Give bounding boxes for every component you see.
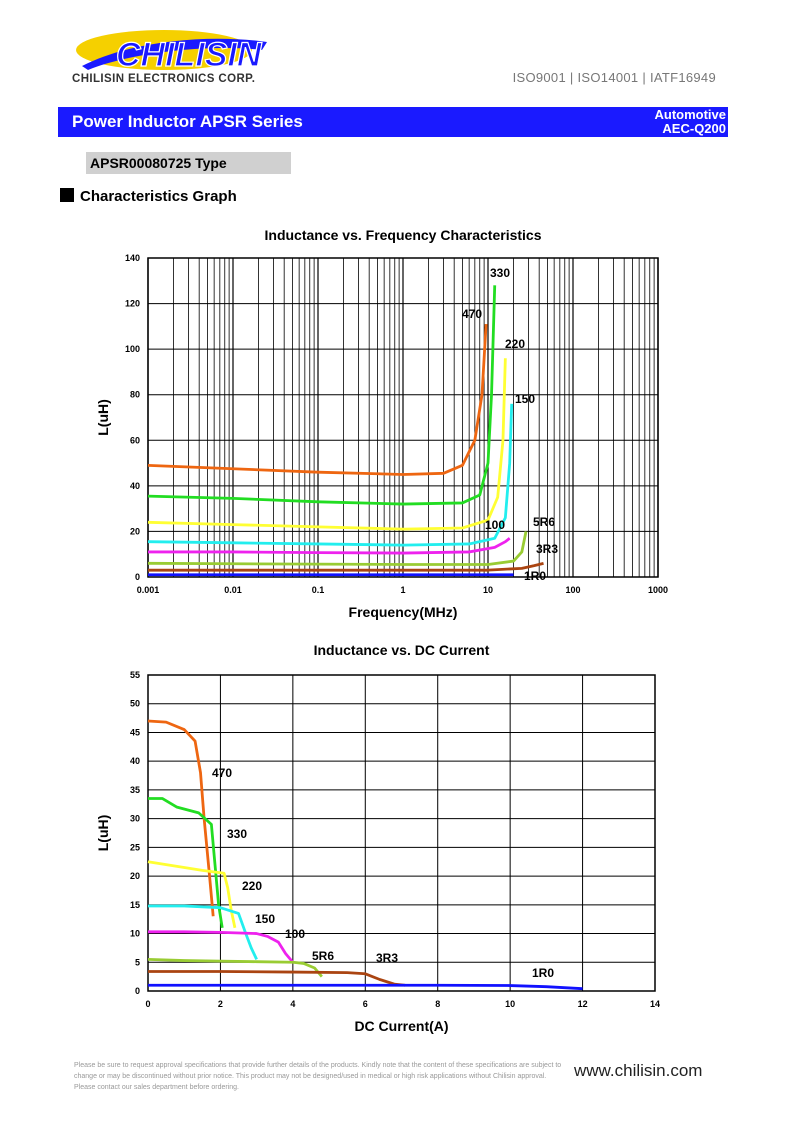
x-tick-label: 10 <box>483 585 493 595</box>
square-bullet-icon <box>60 188 74 202</box>
series-line-220 <box>147 860 237 929</box>
series-line-3r3 <box>148 970 406 987</box>
series-line-100 <box>148 537 511 555</box>
x-tick-label: 0.001 <box>137 585 160 595</box>
y-tick-label: 0 <box>135 986 140 996</box>
x-tick-label: 8 <box>435 999 440 1009</box>
x-tick-label: 1 <box>400 585 405 595</box>
title-bar: Power Inductor APSR Series Automotive AE… <box>58 107 728 137</box>
website-link[interactable]: www.chilisin.com <box>574 1061 703 1080</box>
x-tick-label: 2 <box>218 999 223 1009</box>
y-tick-label: 10 <box>130 929 140 939</box>
y-tick-label: 5 <box>135 957 140 967</box>
automotive-badge: Automotive <box>654 107 727 122</box>
grid <box>147 674 656 992</box>
logo-wordmark: CHILISIN <box>116 36 263 74</box>
y-tick-label: 140 <box>125 253 140 263</box>
y-tick-label: 40 <box>130 756 140 766</box>
x-axis-label: DC Current(A) <box>354 1018 448 1034</box>
y-tick-label: 20 <box>130 526 140 536</box>
series-line-100 <box>148 930 294 964</box>
aec-q200-badge: AEC-Q200 <box>662 121 726 136</box>
series-label-5r6: 5R6 <box>312 949 334 963</box>
y-tick-label: 0 <box>135 572 140 582</box>
series-label-150: 150 <box>255 912 275 926</box>
series-label-220: 220 <box>505 337 525 351</box>
series-line-150 <box>148 904 258 960</box>
plot-frame <box>147 674 656 992</box>
y-tick-label: 25 <box>130 842 140 852</box>
chart-title: Inductance vs. Frequency Characteristics <box>265 227 542 243</box>
series-label-470: 470 <box>212 766 232 780</box>
section-heading: Characteristics Graph <box>60 188 237 205</box>
series-label-3r3: 3R3 <box>536 542 558 556</box>
series-label-5r6: 5R6 <box>533 515 555 529</box>
series-label-150: 150 <box>515 392 535 406</box>
y-axis-label: L(uH) <box>95 815 111 852</box>
y-tick-label: 35 <box>130 785 140 795</box>
logo-swoosh-blue <box>82 38 267 70</box>
series-label-100: 100 <box>485 518 505 532</box>
y-tick-label: 20 <box>130 871 140 881</box>
x-axis-label: Frequency(MHz) <box>349 604 458 620</box>
series-line-5r6 <box>147 958 323 978</box>
y-tick-label: 40 <box>130 481 140 491</box>
type-label: APSR00080725 Type <box>86 152 291 174</box>
series-line-3r3 <box>148 561 544 572</box>
x-tick-label: 12 <box>578 999 588 1009</box>
company-name: CHILISIN ELECTRONICS CORP. <box>72 73 256 85</box>
section-heading-text: Characteristics Graph <box>80 188 237 205</box>
y-tick-label: 55 <box>130 670 140 680</box>
x-tick-label: 6 <box>363 999 368 1009</box>
x-tick-label: 0 <box>145 999 150 1009</box>
series-line-1r0 <box>148 983 583 991</box>
y-tick-label: 30 <box>130 814 140 824</box>
chilisin-logo: CHILISIN <box>76 30 267 75</box>
x-tick-label: 100 <box>565 585 580 595</box>
series-line-5r6 <box>147 531 528 566</box>
series-label-330: 330 <box>227 827 247 841</box>
series-label-470: 470 <box>462 307 482 321</box>
x-tick-label: 0.1 <box>312 585 325 595</box>
series-line-330 <box>147 285 497 506</box>
x-tick-label: 14 <box>650 999 660 1009</box>
chart-title: Inductance vs. DC Current <box>314 642 490 658</box>
series-line-470 <box>147 719 215 917</box>
y-axis-label: L(uH) <box>95 399 111 436</box>
series-label-3r3: 3R3 <box>376 951 398 965</box>
dc-current-chart: Inductance vs. DC Current051015202530354… <box>95 642 660 1034</box>
series-label-330: 330 <box>490 266 510 280</box>
x-tick-label: 0.01 <box>224 585 242 595</box>
y-tick-label: 45 <box>130 727 140 737</box>
series-label-1r0: 1R0 <box>524 569 546 583</box>
y-tick-label: 80 <box>130 390 140 400</box>
series-line-150 <box>147 403 514 547</box>
series-label-220: 220 <box>242 879 262 893</box>
plot-frame <box>147 257 659 578</box>
product-series-title: Power Inductor APSR Series <box>72 112 303 131</box>
y-tick-label: 100 <box>125 344 140 354</box>
series-label-100: 100 <box>285 927 305 941</box>
frequency-chart: Inductance vs. Frequency Characteristics… <box>95 227 668 620</box>
y-tick-label: 60 <box>130 435 140 445</box>
series-label-1r0: 1R0 <box>532 966 554 980</box>
y-tick-label: 15 <box>130 900 140 910</box>
x-tick-label: 10 <box>505 999 515 1009</box>
y-tick-label: 120 <box>125 299 140 309</box>
series-line-330 <box>148 797 224 929</box>
series-line-470 <box>147 323 488 476</box>
x-tick-label: 1000 <box>648 585 668 595</box>
series-line-220 <box>147 358 507 531</box>
certifications: ISO9001 | ISO14001 | IATF16949 <box>512 70 716 85</box>
y-tick-label: 50 <box>130 699 140 709</box>
x-tick-label: 4 <box>290 999 295 1009</box>
footer-disclaimer: Please be sure to request approval speci… <box>74 1062 562 1091</box>
